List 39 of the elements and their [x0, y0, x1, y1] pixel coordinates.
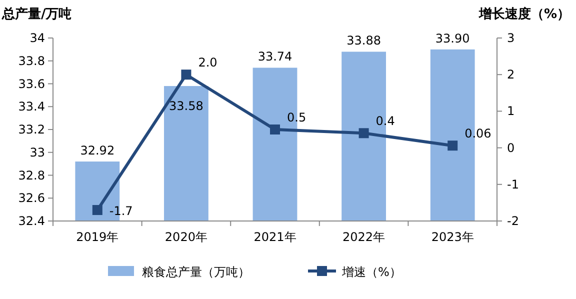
y-axis-title: 总产量/万吨	[1, 6, 72, 22]
y-tick-label: 33.4	[18, 100, 45, 114]
data-label: 0.4	[376, 114, 395, 128]
data-label: 33.90	[435, 31, 470, 46]
data-label: 2.0	[198, 56, 218, 70]
y-tick-label: 32.6	[18, 191, 45, 206]
data-label: 33.74	[258, 50, 292, 64]
y2-tick-label: 2	[507, 68, 515, 82]
y2-tick-label: 3	[507, 31, 515, 45]
y2-tick-label: 0	[507, 140, 515, 155]
x-tick-label: 2022年	[342, 230, 386, 244]
legend-label: 增速（%）	[341, 265, 402, 279]
data-label: 33.58	[169, 99, 204, 114]
y2-tick-label: 1	[507, 104, 515, 118]
legend-label: 粮食总产量（万吨）	[142, 265, 250, 279]
data-label: -1.7	[109, 204, 133, 218]
y2-axis-title: 增长速度（%）	[478, 6, 570, 22]
point	[358, 128, 369, 138]
x-tick-label: 2020年	[164, 230, 208, 244]
data-label: 33.88	[346, 34, 381, 48]
data-label: 0.06	[464, 126, 492, 141]
data-label: 32.92	[80, 144, 115, 158]
y2-tick-label: -2	[507, 214, 519, 228]
point	[270, 124, 280, 134]
point	[448, 140, 458, 151]
y-tick-label: 32.8	[18, 168, 45, 182]
point	[92, 205, 102, 216]
y-tick-label: 32.4	[18, 214, 45, 228]
y-tick-label: 33.6	[18, 76, 45, 91]
point	[181, 70, 192, 80]
y-tick-label: 33.8	[18, 54, 45, 68]
x-tick-label: 2019年	[76, 230, 119, 244]
x-tick-label: 2021年	[254, 230, 296, 244]
y2-tick-label: -1	[507, 177, 519, 192]
y-tick-label: 33	[30, 145, 45, 160]
data-label: 0.5	[287, 110, 306, 124]
y-tick-label: 33.2	[18, 122, 45, 136]
y-tick-label: 34	[30, 31, 45, 45]
x-tick-label: 2023年	[431, 230, 474, 244]
